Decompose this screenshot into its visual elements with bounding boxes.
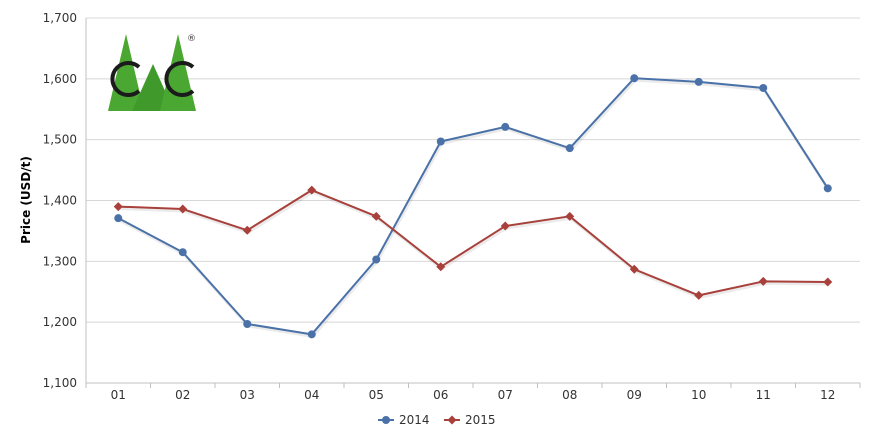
data-point-2014[interactable] <box>823 184 832 193</box>
y-tick-label: 1,500 <box>43 133 77 147</box>
x-tick-label: 01 <box>111 388 126 402</box>
x-tick-label: 05 <box>369 388 384 402</box>
data-point-2014[interactable] <box>307 330 316 339</box>
data-point-2014[interactable] <box>178 248 187 257</box>
series-lines <box>113 74 833 339</box>
legend-label: 2014 <box>399 413 430 427</box>
data-point-2014[interactable] <box>436 137 445 146</box>
x-tick-label: 08 <box>562 388 577 402</box>
y-tick-label: 1,200 <box>43 315 77 329</box>
legend-circle-icon <box>382 416 390 424</box>
y-axis-title: Price (USD/t) <box>19 156 33 244</box>
legend-label: 2015 <box>465 413 496 427</box>
series-line-2015 <box>118 189 828 297</box>
series-2014 <box>114 74 832 339</box>
y-tick-label: 1,600 <box>43 72 77 86</box>
x-tick-label: 12 <box>820 388 835 402</box>
legend-diamond-icon <box>447 415 457 425</box>
data-point-2014[interactable] <box>501 122 510 131</box>
series-2015 <box>113 185 833 300</box>
series-line-shadow <box>119 190 829 299</box>
x-tick-label: 09 <box>627 388 642 402</box>
data-point-2014[interactable] <box>243 319 252 328</box>
x-tick-label: 07 <box>498 388 513 402</box>
series-line-shadow <box>118 78 831 338</box>
data-point-2015[interactable] <box>565 211 575 221</box>
data-point-2015[interactable] <box>307 185 317 195</box>
x-tick-label: 02 <box>175 388 190 402</box>
x-tick-label: 06 <box>433 388 448 402</box>
y-tick-label: 1,300 <box>43 254 77 268</box>
data-point-2014[interactable] <box>114 214 123 223</box>
data-point-2015[interactable] <box>629 264 639 274</box>
grid <box>86 17 860 323</box>
data-point-2015[interactable] <box>178 204 188 214</box>
data-point-2015[interactable] <box>694 290 704 300</box>
y-tick-label: 1,700 <box>43 11 77 25</box>
data-point-2014[interactable] <box>372 255 381 264</box>
legend-item-2014[interactable]: 2014 <box>378 413 430 427</box>
series-line-2014 <box>117 77 829 336</box>
data-point-2014[interactable] <box>565 144 574 153</box>
legend[interactable]: 2014 2015 <box>378 413 496 427</box>
data-point-2015[interactable] <box>436 262 446 272</box>
data-point-2014[interactable] <box>630 74 639 83</box>
data-point-2015[interactable] <box>823 277 833 287</box>
legend-item-2015[interactable]: 2015 <box>444 413 496 427</box>
x-tick-label: 10 <box>691 388 706 402</box>
data-point-2014[interactable] <box>694 77 703 86</box>
x-axis: 01 02 03 04 05 06 07 08 09 10 11 12 <box>85 382 861 402</box>
y-axis: 1,100 1,200 1,300 1,400 1,500 1,600 1,700 <box>43 11 87 390</box>
logo-right-triangle <box>160 34 196 111</box>
y-tick-label: 1,100 <box>43 376 77 390</box>
data-point-2015[interactable] <box>758 276 768 286</box>
y-tick-label: 1,400 <box>43 194 77 208</box>
logo-left-c-icon <box>110 61 141 97</box>
data-point-2015[interactable] <box>500 221 510 231</box>
logo-registered-mark: ® <box>187 34 196 44</box>
data-point-2015[interactable] <box>371 211 381 221</box>
x-tick-label: 04 <box>304 388 319 402</box>
data-point-2015[interactable] <box>113 202 123 212</box>
data-point-2014[interactable] <box>759 83 768 92</box>
logo-right-c-icon <box>164 61 195 97</box>
x-tick-label: 11 <box>756 388 771 402</box>
data-point-2015[interactable] <box>242 225 252 235</box>
company-logo: ® <box>108 34 196 111</box>
x-tick-label: 03 <box>240 388 255 402</box>
